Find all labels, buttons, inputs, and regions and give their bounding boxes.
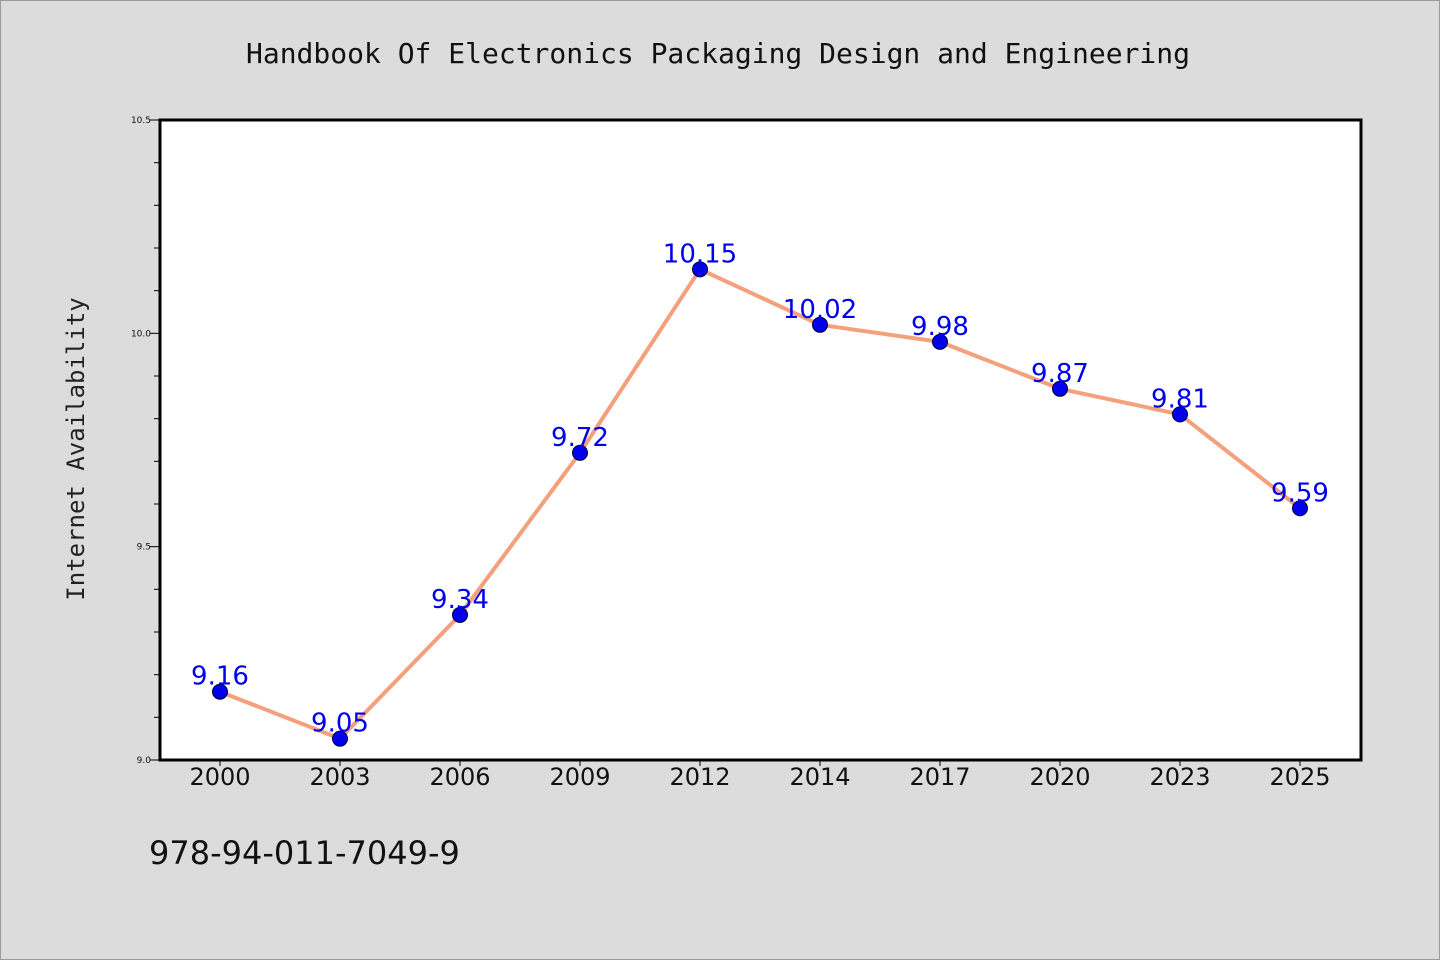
x-tick-label: 2017: [909, 763, 970, 791]
data-point: [1292, 500, 1308, 517]
data-label: 9.81: [1151, 384, 1209, 414]
data-label: 9.05: [311, 709, 369, 739]
data-point: [1172, 406, 1188, 423]
x-axis: 2000 2003 2006 2009 2012 2014 2017 2020 2023 2025: [189, 760, 1331, 791]
y-tick-label: 10.0: [131, 329, 151, 339]
x-tick-label: 2020: [1029, 763, 1090, 791]
data-point: [572, 444, 588, 461]
x-tick-label: 2000: [189, 763, 250, 791]
y-tick-label: 9.5: [137, 543, 151, 553]
data-point: [932, 333, 948, 350]
data-point: [332, 730, 348, 747]
data-point: [1052, 380, 1068, 397]
data-point: [692, 261, 708, 278]
isbn-footer: 978-94-011-7049-9: [149, 834, 460, 872]
data-label: 10.02: [783, 295, 857, 325]
x-tick-label: 2009: [549, 763, 610, 791]
data-point: [812, 316, 828, 333]
data-label: 9.16: [191, 662, 249, 692]
y-axis-label: Internet Availability: [62, 297, 90, 600]
x-tick-label: 2025: [1269, 763, 1330, 791]
series-line-group: 9.16 9.05 9.34 9.72 10.15 10.02 9.98 9.87 9.81 9.…: [191, 239, 1329, 747]
data-label: 9.34: [431, 585, 489, 615]
data-label: 9.98: [911, 312, 969, 342]
x-tick-label: 2012: [669, 763, 730, 791]
y-tick-label: 9.0: [137, 756, 152, 766]
data-label: 10.15: [663, 239, 737, 269]
x-tick-label: 2014: [789, 763, 850, 791]
x-tick-label: 2006: [429, 763, 490, 791]
data-label: 9.72: [551, 423, 609, 453]
y-tick-label: 10.5: [131, 116, 151, 126]
chart-title: Handbook Of Electronics Packaging Design…: [246, 37, 1190, 70]
x-tick-label: 2023: [1149, 763, 1210, 791]
data-label: 9.59: [1271, 478, 1329, 508]
data-point: [212, 683, 228, 700]
x-tick-label: 2003: [309, 763, 370, 791]
data-point: [452, 606, 468, 623]
data-label: 9.87: [1031, 359, 1089, 389]
plot-area: [158, 118, 1363, 762]
series-line: [218, 267, 1302, 741]
y-axis: 9.0 9.5 10.0 10.5: [131, 116, 160, 766]
